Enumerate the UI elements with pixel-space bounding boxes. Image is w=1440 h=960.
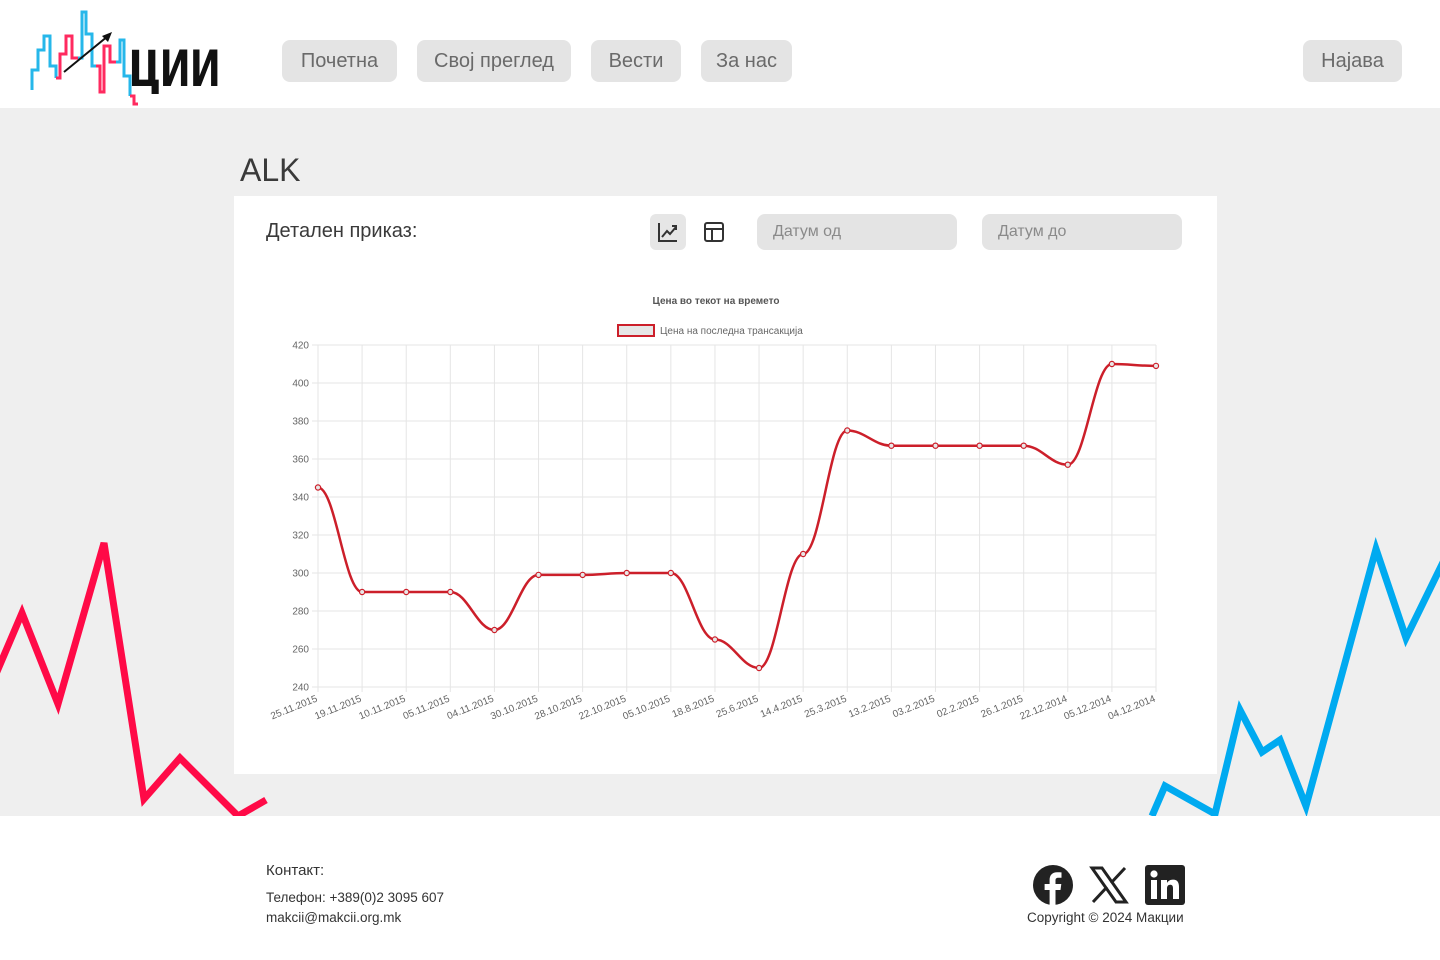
data-point[interactable] — [1064, 461, 1071, 468]
header: ЦИИ Почетна Свој преглед Вести За нас На… — [0, 0, 1440, 108]
logo-text: ЦИИ — [130, 40, 220, 98]
y-tick-label: 320 — [292, 531, 309, 542]
data-point[interactable] — [535, 571, 542, 579]
nav-home[interactable]: Почетна — [282, 40, 397, 82]
data-point[interactable] — [976, 442, 983, 449]
data-point[interactable] — [579, 571, 586, 579]
x-link[interactable] — [1088, 864, 1130, 906]
x-tick-label: 28.10.2015 — [533, 693, 584, 722]
data-point[interactable] — [932, 442, 939, 449]
facebook-link[interactable] — [1032, 864, 1074, 906]
data-point[interactable] — [844, 427, 851, 434]
data-point[interactable] — [1108, 360, 1116, 368]
price-chart: Цена во текот на времето Цена на последн… — [269, 296, 1160, 723]
detail-card: Детален приказ: Цена во текот на времето… — [234, 196, 1217, 774]
x-tick-label: 25.11.2015 — [269, 693, 319, 722]
data-point[interactable] — [623, 569, 630, 577]
y-tick-label: 420 — [292, 341, 309, 352]
date-to-input[interactable] — [982, 214, 1182, 250]
x-tick-label: 14.4.2015 — [759, 693, 805, 720]
y-tick-label: 280 — [292, 607, 309, 618]
legend-swatch[interactable] — [617, 324, 655, 337]
contact-title: Контакт: — [266, 862, 325, 879]
x-tick-label: 10.11.2015 — [357, 693, 407, 722]
contact-email[interactable]: makcii@makcii.org.mk — [266, 910, 402, 925]
x-tick-label: 22.12.2014 — [1018, 693, 1069, 722]
x-tick-label: 05.10.2015 — [621, 693, 672, 722]
y-tick-label: 260 — [292, 645, 309, 656]
data-point[interactable] — [358, 588, 366, 596]
y-tick-label: 240 — [292, 683, 309, 694]
page-title: ALK — [240, 152, 301, 188]
chart-view-button[interactable] — [650, 214, 686, 250]
x-tick-label: 03.2.2015 — [891, 693, 937, 720]
nav-my-overview[interactable]: Свој преглед — [417, 40, 571, 82]
arrow-icon — [63, 35, 109, 73]
x-tick-label: 04.12.2014 — [1107, 693, 1158, 722]
x-tick-label: 05.12.2014 — [1062, 693, 1113, 722]
x-tick-label: 02.2.2015 — [935, 693, 981, 720]
login-button[interactable]: Најава — [1303, 40, 1402, 82]
x-tick-label: 25.3.2015 — [803, 693, 849, 720]
legend-label[interactable]: Цена на последна трансакција — [660, 326, 803, 337]
data-point[interactable] — [1020, 442, 1027, 449]
chart-title: Цена во текот на времето — [653, 296, 780, 307]
y-tick-label: 380 — [292, 417, 309, 428]
x-tick-label: 13.2.2015 — [847, 693, 893, 720]
y-tick-label: 360 — [292, 455, 309, 466]
blue-decor-line — [1148, 536, 1440, 816]
contact-phone: Телефон: +389(0)2 3095 607 — [266, 890, 444, 905]
x-icon — [1089, 866, 1129, 904]
data-point[interactable] — [799, 550, 807, 558]
data-point[interactable] — [667, 569, 675, 577]
decorative-stock-lines — [0, 536, 1440, 816]
y-tick-label: 340 — [292, 493, 309, 504]
data-point[interactable] — [711, 636, 719, 643]
data-point[interactable] — [491, 626, 498, 634]
data-point[interactable] — [755, 664, 763, 672]
date-from-input[interactable] — [757, 214, 957, 250]
detail-label: Детален приказ: — [266, 220, 418, 242]
y-tick-label: 300 — [292, 569, 309, 580]
nav-about[interactable]: За нас — [701, 40, 792, 82]
line-chart-icon — [658, 223, 677, 242]
nav-news[interactable]: Вести — [591, 40, 681, 82]
x-tick-label: 18.8.2015 — [671, 693, 717, 720]
data-point[interactable] — [1152, 362, 1160, 370]
linkedin-link[interactable] — [1144, 864, 1186, 906]
logo-mark-icon: ЦИИ — [30, 10, 220, 106]
x-tick-label: 19.11.2015 — [313, 693, 363, 722]
x-tick-label: 05.11.2015 — [402, 693, 452, 722]
facebook-icon — [1033, 865, 1073, 905]
x-tick-label: 25.6.2015 — [715, 693, 761, 720]
table-view-button[interactable] — [696, 214, 732, 250]
series-line — [317, 362, 1157, 670]
table-icon — [704, 222, 724, 242]
red-decor-line — [0, 542, 268, 816]
data-point[interactable] — [403, 588, 410, 596]
y-tick-label: 400 — [292, 379, 309, 390]
data-point[interactable] — [888, 442, 895, 449]
logo[interactable]: ЦИИ — [30, 6, 220, 106]
x-tick-label: 26.1.2015 — [979, 693, 1025, 720]
copyright: Copyright © 2024 Макции — [1027, 910, 1184, 925]
x-tick-label: 04.11.2015 — [446, 693, 496, 722]
linkedin-icon — [1145, 865, 1185, 905]
x-tick-label: 30.10.2015 — [489, 693, 540, 722]
x-tick-label: 22.10.2015 — [577, 693, 628, 722]
data-point[interactable] — [447, 588, 454, 596]
data-point[interactable] — [314, 484, 322, 491]
footer: Контакт: Телефон: +389(0)2 3095 607 makc… — [0, 816, 1440, 960]
